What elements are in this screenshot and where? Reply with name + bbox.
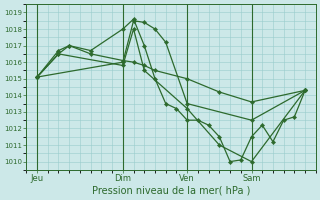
- X-axis label: Pression niveau de la mer( hPa ): Pression niveau de la mer( hPa ): [92, 186, 250, 196]
